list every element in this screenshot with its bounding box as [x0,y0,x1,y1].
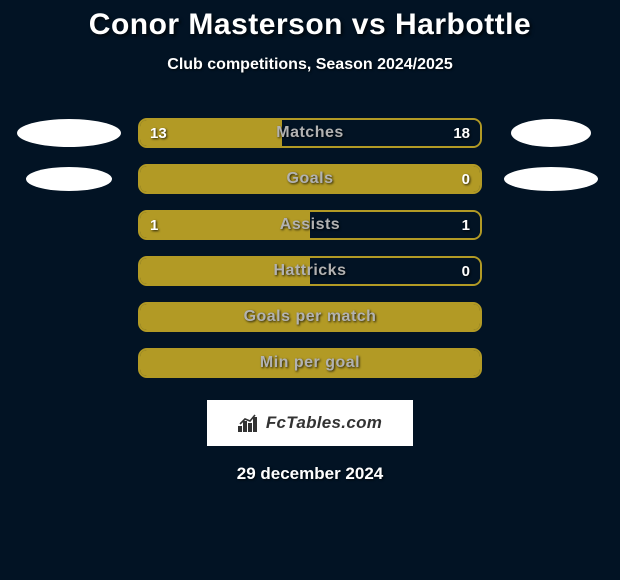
left-avatar-slot [0,110,138,156]
stat-bar: 0Hattricks [138,256,482,286]
bar-label: Min per goal [140,350,480,376]
right-avatar-slot [482,248,620,294]
stat-bar: Goals per match [138,302,482,332]
team-left-badge [26,167,112,191]
right-avatar-slot [482,340,620,386]
left-avatar-slot [0,294,138,340]
right-avatar-slot [482,202,620,248]
subtitle: Club competitions, Season 2024/2025 [0,56,620,74]
bar-label: Matches [140,120,480,146]
stat-row: 0Hattricks [0,248,620,294]
left-avatar-slot [0,248,138,294]
stat-row: 11Assists [0,202,620,248]
left-avatar-slot [0,340,138,386]
player-left-avatar [17,119,121,147]
bar-label: Hattricks [140,258,480,284]
badge-chart-icon [238,414,260,432]
badge-text: FcTables.com [266,413,382,433]
team-right-badge [504,167,598,191]
stat-bar: 11Assists [138,210,482,240]
date-label: 29 december 2024 [0,464,620,484]
stat-bar: Min per goal [138,348,482,378]
bar-label: Assists [140,212,480,238]
fctables-badge: FcTables.com [207,400,413,446]
stat-bar: 1318Matches [138,118,482,148]
comparison-chart: 1318Matches 0Goals 11Assists 0Hattricks Goal… [0,110,620,386]
stat-row: Min per goal [0,340,620,386]
stat-bar: 0Goals [138,164,482,194]
right-avatar-slot [482,110,620,156]
stat-row: Goals per match [0,294,620,340]
bar-label: Goals per match [140,304,480,330]
bar-label: Goals [140,166,480,192]
stat-row: 0Goals [0,156,620,202]
right-avatar-slot [482,156,620,202]
left-avatar-slot [0,202,138,248]
page-title: Conor Masterson vs Harbottle [0,0,620,42]
player-right-avatar [511,119,591,147]
right-avatar-slot [482,294,620,340]
stat-row: 1318Matches [0,110,620,156]
left-avatar-slot [0,156,138,202]
